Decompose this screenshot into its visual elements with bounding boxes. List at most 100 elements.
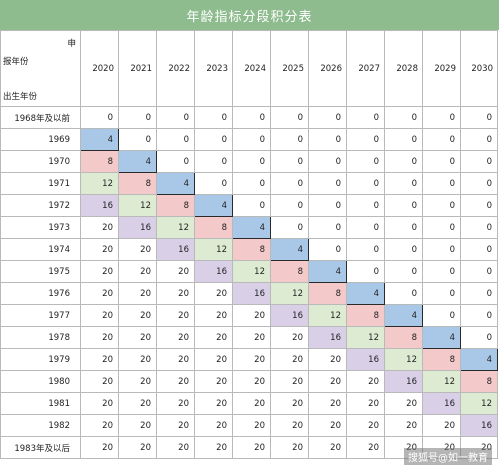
score-cell: 20 — [156, 326, 195, 349]
score-cell: 0 — [118, 128, 157, 151]
score-cell: 0 — [422, 194, 461, 217]
year-header: 2024 — [232, 30, 271, 107]
score-cell: 16 — [156, 238, 195, 261]
score-cell: 0 — [460, 282, 498, 305]
table-row: 1973 20 16 12 8 4 0 0 0 0 0 0 — [0, 216, 498, 239]
score-cell: 20 — [232, 304, 271, 327]
score-cell: 0 — [346, 194, 385, 217]
score-cell: 0 — [346, 216, 385, 239]
score-cell: 0 — [232, 150, 271, 173]
score-cell: 20 — [194, 326, 233, 349]
table-row: 1976 20 20 20 20 16 12 8 4 0 0 0 — [0, 282, 498, 305]
score-cell: 0 — [270, 106, 309, 129]
score-cell: 20 — [118, 436, 157, 459]
score-cell: 12 — [194, 238, 233, 261]
score-cell: 0 — [422, 128, 461, 151]
score-cell: 20 — [232, 436, 271, 459]
score-cell: 8 — [308, 282, 347, 305]
table-title: 年龄指标分段积分表 — [0, 0, 499, 30]
score-cell: 4 — [460, 348, 498, 371]
birth-year-label: 1978 — [0, 326, 81, 349]
score-cell: 16 — [118, 216, 157, 239]
score-cell: 20 — [118, 238, 157, 261]
score-cell: 12 — [118, 194, 157, 217]
table-row: 1975 20 20 20 16 12 8 4 0 0 0 0 — [0, 260, 498, 283]
score-cell: 0 — [460, 194, 498, 217]
table-row: 1971 12 8 4 0 0 0 0 0 0 0 0 — [0, 172, 498, 195]
score-cell: 0 — [346, 128, 385, 151]
score-cell: 0 — [194, 172, 233, 195]
table-row: 1979 20 20 20 20 20 20 20 16 12 8 4 — [0, 348, 498, 371]
birth-year-label: 1980 — [0, 370, 81, 393]
score-cell: 8 — [194, 216, 233, 239]
score-cell: 0 — [80, 106, 119, 129]
score-cell: 4 — [232, 216, 271, 239]
year-header: 2023 — [194, 30, 233, 107]
table-row: 1978 20 20 20 20 20 20 16 12 8 4 0 — [0, 326, 498, 349]
score-cell: 20 — [232, 370, 271, 393]
score-cell: 12 — [80, 172, 119, 195]
score-cell: 20 — [80, 216, 119, 239]
score-cell: 20 — [308, 370, 347, 393]
score-cell: 0 — [270, 150, 309, 173]
score-cell: 0 — [460, 260, 498, 283]
score-cell: 0 — [156, 106, 195, 129]
score-cell: 0 — [270, 216, 309, 239]
table-row: 1970 8 4 0 0 0 0 0 0 0 0 0 — [0, 150, 498, 173]
score-cell: 0 — [308, 128, 347, 151]
score-cell: 0 — [232, 128, 271, 151]
table-row: 1982 20 20 20 20 20 20 20 20 20 20 16 — [0, 414, 498, 437]
table-row: 1974 20 20 16 12 8 4 0 0 0 0 0 — [0, 238, 498, 261]
score-cell: 4 — [308, 260, 347, 283]
score-cell: 16 — [232, 282, 271, 305]
score-cell: 0 — [346, 238, 385, 261]
score-cell: 0 — [460, 150, 498, 173]
score-cell: 20 — [270, 370, 309, 393]
score-cell: 20 — [156, 392, 195, 415]
table-row: 1983年及以后2020202020202020202020 — [0, 436, 498, 459]
score-cell: 16 — [460, 414, 498, 437]
score-cell: 20 — [270, 436, 309, 459]
corner-top-label: 申 — [67, 39, 76, 49]
score-cell: 20 — [194, 348, 233, 371]
score-cell: 20 — [80, 392, 119, 415]
score-cell: 16 — [270, 304, 309, 327]
score-cell: 4 — [384, 304, 423, 327]
year-header: 2022 — [156, 30, 195, 107]
score-cell: 20 — [118, 414, 157, 437]
table-row: 1969 4 0 0 0 0 0 0 0 0 0 0 — [0, 128, 498, 151]
score-table: 申 报年份 出生年份 2020 2021 2022 2023 2024 2025 2026 2… — [0, 30, 498, 459]
birth-year-label: 1975 — [0, 260, 81, 283]
score-cell: 20 — [346, 414, 385, 437]
score-cell: 0 — [460, 172, 498, 195]
score-cell: 8 — [270, 260, 309, 283]
score-cell: 0 — [384, 150, 423, 173]
score-cell: 0 — [270, 128, 309, 151]
score-cell: 0 — [422, 150, 461, 173]
score-cell: 12 — [422, 370, 461, 393]
birth-year-label: 1977 — [0, 304, 81, 327]
score-cell: 0 — [118, 106, 157, 129]
score-cell: 16 — [422, 392, 461, 415]
score-cell: 20 — [270, 326, 309, 349]
score-cell: 0 — [346, 172, 385, 195]
birth-year-label: 1968年及以前 — [0, 106, 81, 129]
score-cell: 8 — [118, 172, 157, 195]
year-header: 2030 — [460, 30, 498, 107]
birth-year-label: 1983年及以后 — [0, 436, 81, 459]
score-cell: 20 — [194, 282, 233, 305]
score-cell: 20 — [156, 282, 195, 305]
score-cell: 0 — [460, 106, 498, 129]
score-cell: 0 — [308, 216, 347, 239]
score-cell: 20 — [80, 304, 119, 327]
birth-year-label: 1974 — [0, 238, 81, 261]
score-cell: 0 — [460, 304, 498, 327]
year-header: 2026 — [308, 30, 347, 107]
score-cell: 0 — [308, 150, 347, 173]
score-cell: 8 — [156, 194, 195, 217]
score-cell: 0 — [422, 282, 461, 305]
year-header: 2029 — [422, 30, 461, 107]
score-cell: 20 — [308, 414, 347, 437]
score-cell: 16 — [194, 260, 233, 283]
score-cell: 8 — [384, 326, 423, 349]
